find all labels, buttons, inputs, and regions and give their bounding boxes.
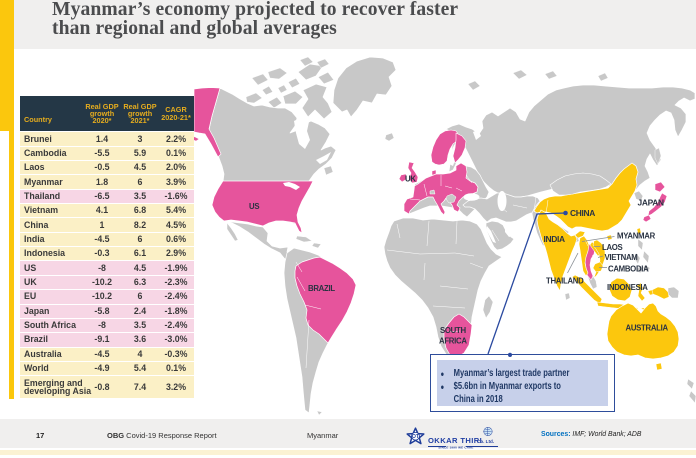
svg-text:THAILAND: THAILAND (546, 277, 584, 286)
svg-text:JAPAN: JAPAN (638, 198, 665, 208)
svg-text:AUSTRALIA: AUSTRALIA (626, 324, 669, 333)
svg-text:INDONESIA: INDONESIA (607, 283, 648, 292)
svg-text:SOUTH: SOUTH (440, 326, 466, 335)
svg-text:OT: OT (412, 434, 419, 440)
svg-text:UK: UK (405, 175, 416, 184)
svg-text:VIETNAM: VIETNAM (605, 253, 638, 262)
svg-text:INDIA: INDIA (544, 234, 566, 244)
svg-text:US: US (249, 202, 259, 211)
svg-text:CHINA: CHINA (570, 208, 595, 218)
svg-text:AFRICA: AFRICA (439, 337, 467, 346)
svg-text:SINCE 1990 WE CARE: SINCE 1990 WE CARE (438, 445, 473, 449)
svg-text:LAOS: LAOS (602, 243, 623, 252)
svg-text:Co. Ltd.: Co. Ltd. (477, 439, 494, 444)
svg-text:CAMBODIA: CAMBODIA (608, 265, 649, 274)
svg-text:BRAZIL: BRAZIL (308, 284, 335, 293)
svg-text:MYANMAR: MYANMAR (617, 232, 656, 241)
svg-text:OKKAR THIRI: OKKAR THIRI (428, 436, 482, 445)
